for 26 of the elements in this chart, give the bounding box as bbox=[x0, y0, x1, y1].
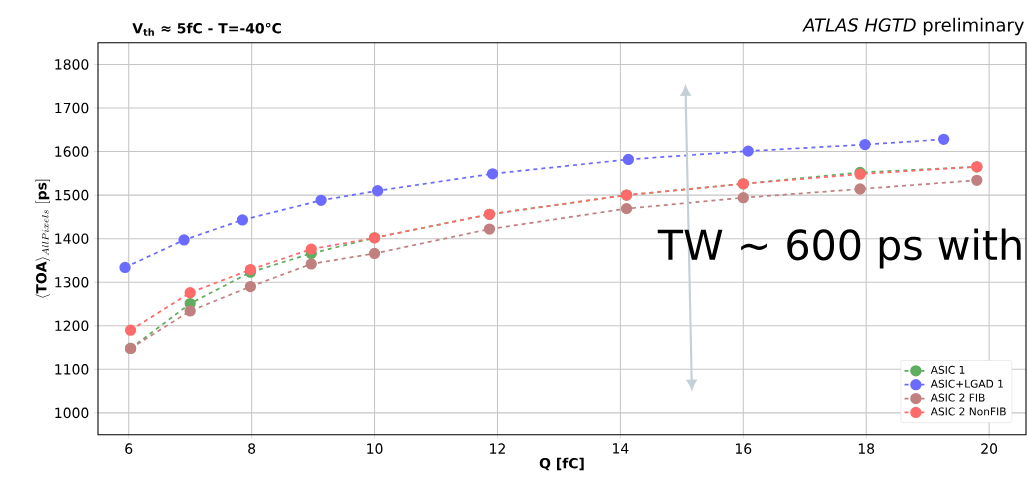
x-tick-label: 12 bbox=[490, 443, 505, 454]
x-tick-label: 6 bbox=[125, 443, 133, 454]
x-tick-label: 14 bbox=[613, 443, 629, 454]
y-tick-label: 1500 bbox=[55, 189, 89, 201]
y-tick-label: 1300 bbox=[55, 276, 89, 288]
chart-title: V$_{th}$ ≈ 5fC - T=-40°C bbox=[132, 22, 281, 36]
text: ATLAS HGTD preliminary bbox=[802, 17, 1024, 36]
annotation: TW ~ 600 ps with bbox=[657, 228, 1021, 269]
x-tick-label: 18 bbox=[858, 443, 875, 454]
x-tick-label: 10 bbox=[367, 443, 383, 454]
y-tick-label: 1400 bbox=[55, 233, 89, 244]
y-tick-label: 1800 bbox=[55, 59, 89, 70]
legend-label: ASIC 2 FIB bbox=[930, 393, 985, 402]
y-tick-label: 1600 bbox=[55, 146, 89, 157]
y-tick-label: 1700 bbox=[55, 102, 89, 114]
x-axis-title: Q [fC] bbox=[539, 457, 584, 471]
x-tick-label: 8 bbox=[248, 443, 256, 454]
y-tick-label: 1100 bbox=[55, 364, 89, 375]
y-axis-title: $\langle\mathbf{TOA}\rangle_{AllPixels}\ \mathbf{[ps]}$ bbox=[35, 179, 51, 298]
legend-label: ASIC 1 bbox=[930, 365, 965, 374]
y-tick-label: 1000 bbox=[55, 407, 89, 419]
x-tick-label: 20 bbox=[981, 443, 998, 454]
y-tick-label: 1200 bbox=[55, 320, 89, 332]
legend-label: ASIC+LGAD 1 bbox=[930, 379, 1003, 388]
x-tick-label: 16 bbox=[735, 443, 752, 454]
legend-label: ASIC 2 NonFIB bbox=[930, 407, 1006, 416]
